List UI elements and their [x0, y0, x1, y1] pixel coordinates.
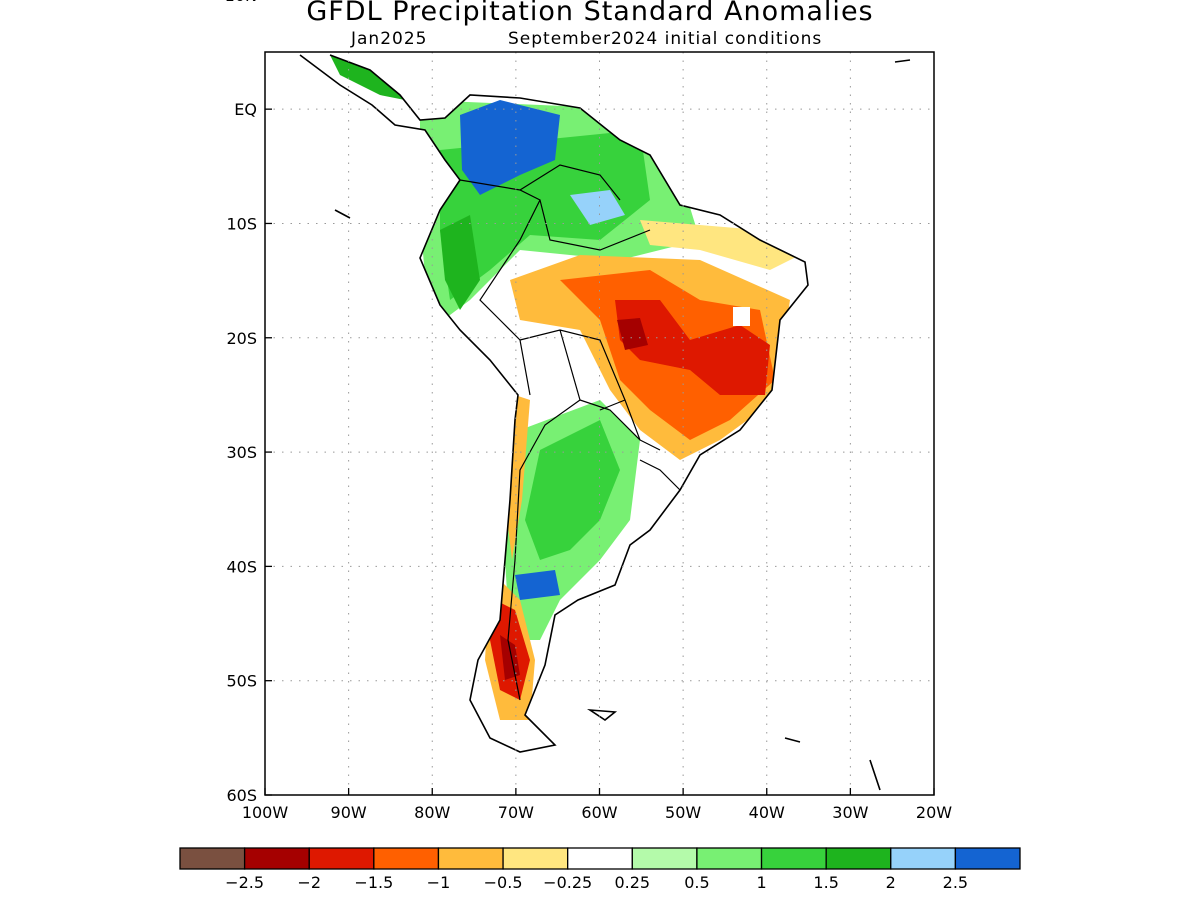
colorbar-label: 2 — [886, 873, 896, 892]
colorbar-swatch — [567, 847, 633, 870]
colorbar-swatch — [696, 847, 763, 870]
wet-region-guiana — [570, 190, 625, 225]
colorbar-swatch — [760, 847, 827, 870]
map-title: GFDL Precipitation Standard Anomalies — [306, 0, 874, 27]
colorbar-swatch — [825, 847, 892, 870]
wet-region-south-core — [525, 420, 620, 560]
lat-tick-label: 50S — [226, 672, 257, 691]
colorbar: −2.5 −2 −1.5 −1 −0.5 −0.25 0.25 0.5 1 1.5 2 2.5 — [179, 847, 1021, 892]
colorbar-swatch — [437, 847, 504, 870]
wet-region-patagonia — [515, 570, 560, 600]
dry-region-brazil-extreme — [617, 318, 648, 350]
lat-tick-label: 60S — [226, 786, 257, 805]
lon-tick-label: 30W — [832, 803, 868, 822]
colorbar-label: −2 — [297, 873, 321, 892]
graticule — [265, 52, 934, 795]
colorbar-label: −0.25 — [543, 873, 592, 892]
lat-tick-label: 10N — [225, 0, 257, 5]
lon-tick-label: 20W — [916, 803, 952, 822]
lon-tick-label: 40W — [749, 803, 785, 822]
coastlines — [299, 54, 911, 791]
lon-tick-label: 90W — [331, 803, 367, 822]
colorbar-label: 1 — [756, 873, 766, 892]
colorbar-label: −2.5 — [225, 873, 264, 892]
longitude-axis: 100W 90W 80W 70W 60W 50W 40W 30W 20W — [242, 788, 952, 822]
wet-region-colombia — [460, 100, 560, 195]
lat-tick-label: 10S — [226, 214, 257, 233]
lat-tick-label: EQ — [234, 100, 257, 119]
lat-tick-label: 40S — [226, 557, 257, 576]
colorbar-swatch — [308, 847, 375, 870]
dry-region-brazil-strong — [615, 300, 770, 395]
lon-tick-label: 50W — [665, 803, 701, 822]
latitude-axis: 10N EQ 10S 20S 30S 40S 50S 60S — [225, 0, 272, 805]
lat-tick-label: 20S — [226, 329, 257, 348]
missing-data-cell — [733, 307, 750, 326]
dry-region-southern-chile-extreme — [500, 635, 520, 680]
initial-conditions: September2024 initial conditions — [508, 29, 823, 49]
colorbar-swatch — [179, 847, 246, 870]
wet-region-ecuador — [440, 215, 480, 310]
colorbar-swatch — [243, 847, 310, 870]
colorbar-label: −1.5 — [354, 873, 393, 892]
colorbar-label: 1.5 — [813, 873, 838, 892]
colorbar-label: −1 — [427, 873, 451, 892]
lat-tick-label: 30S — [226, 443, 257, 462]
valid-month: Jan2025 — [351, 29, 428, 49]
lon-tick-label: 80W — [414, 803, 450, 822]
lon-tick-label: 100W — [242, 803, 289, 822]
colorbar-swatch — [890, 847, 957, 870]
colorbar-label: 2.5 — [943, 873, 968, 892]
colorbar-swatch — [954, 847, 1021, 870]
colorbar-label: −0.5 — [484, 873, 523, 892]
colorbar-swatch — [631, 847, 698, 870]
colorbar-label: 0.5 — [684, 873, 709, 892]
colorbar-swatch — [373, 847, 440, 870]
colorbar-swatch — [502, 847, 569, 870]
colorbar-label: 0.25 — [614, 873, 650, 892]
lon-tick-label: 60W — [581, 803, 617, 822]
lon-tick-label: 70W — [498, 803, 534, 822]
